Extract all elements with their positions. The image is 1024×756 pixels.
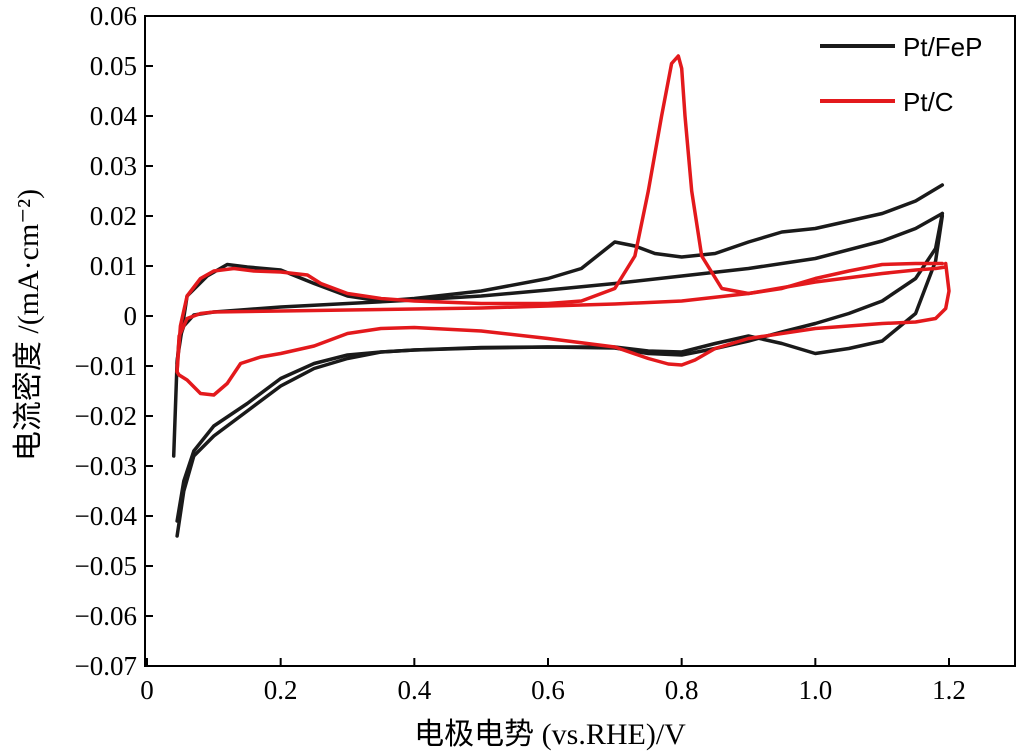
y-tick-label: −0.01 [75,351,137,381]
y-tick-label: −0.03 [75,451,137,481]
series-layer [171,54,951,538]
y-tick-label: −0.02 [75,401,137,431]
x-tick-label: 1.0 [798,675,832,705]
y-tick-label: −0.04 [75,501,138,531]
y-axis-title: 电流密度 /(mA·cm⁻²) [12,189,45,461]
y-tick-label: 0.05 [90,51,137,81]
y-tick-label: −0.05 [75,551,137,581]
x-tick-label: 0.6 [531,675,565,705]
y-axis: 0.06 0.05 0.04 0.03 0.02 0.01 0 −0.01 −0.02 −0.03… [75,1,153,681]
legend-label-pt-fep: Pt/FeP [903,32,982,62]
x-tick-label: 1.2 [932,675,966,705]
series-line-pt-c-scan-3 [175,265,948,373]
y-tick-label: 0.04 [90,101,138,131]
x-tick-label: 0 [140,675,154,705]
x-axis-title: 电极电势 (vs.RHE)/V [414,718,686,751]
plot-frame [144,15,1016,667]
series-line-pt-c-scan-1 [175,54,945,373]
y-tick-label: −0.07 [75,651,137,681]
x-axis: 0 0.2 0.4 0.6 0.8 1.0 1.2 [140,658,966,705]
x-tick-label: 0.4 [397,675,431,705]
legend-label-pt-c: Pt/C [903,87,954,117]
series-line-pt-fep-scan-3 [175,211,945,523]
series-line-pt-fep-scan-2 [175,214,945,538]
y-tick-label: 0.03 [90,151,137,181]
x-tick-label: 0.8 [665,675,699,705]
y-tick-label: −0.06 [75,601,137,631]
y-tick-label: 0.02 [90,201,137,231]
series-line-pt-c-scan-2 [175,261,951,397]
series-line-pt-fep-scan-1 [171,183,945,458]
y-tick-label: 0.01 [90,251,137,281]
x-tick-label: 0.2 [264,675,298,705]
legend: Pt/FeP Pt/C [820,32,982,117]
y-tick-label: 0 [124,301,138,331]
y-tick-label: 0.06 [90,1,137,31]
